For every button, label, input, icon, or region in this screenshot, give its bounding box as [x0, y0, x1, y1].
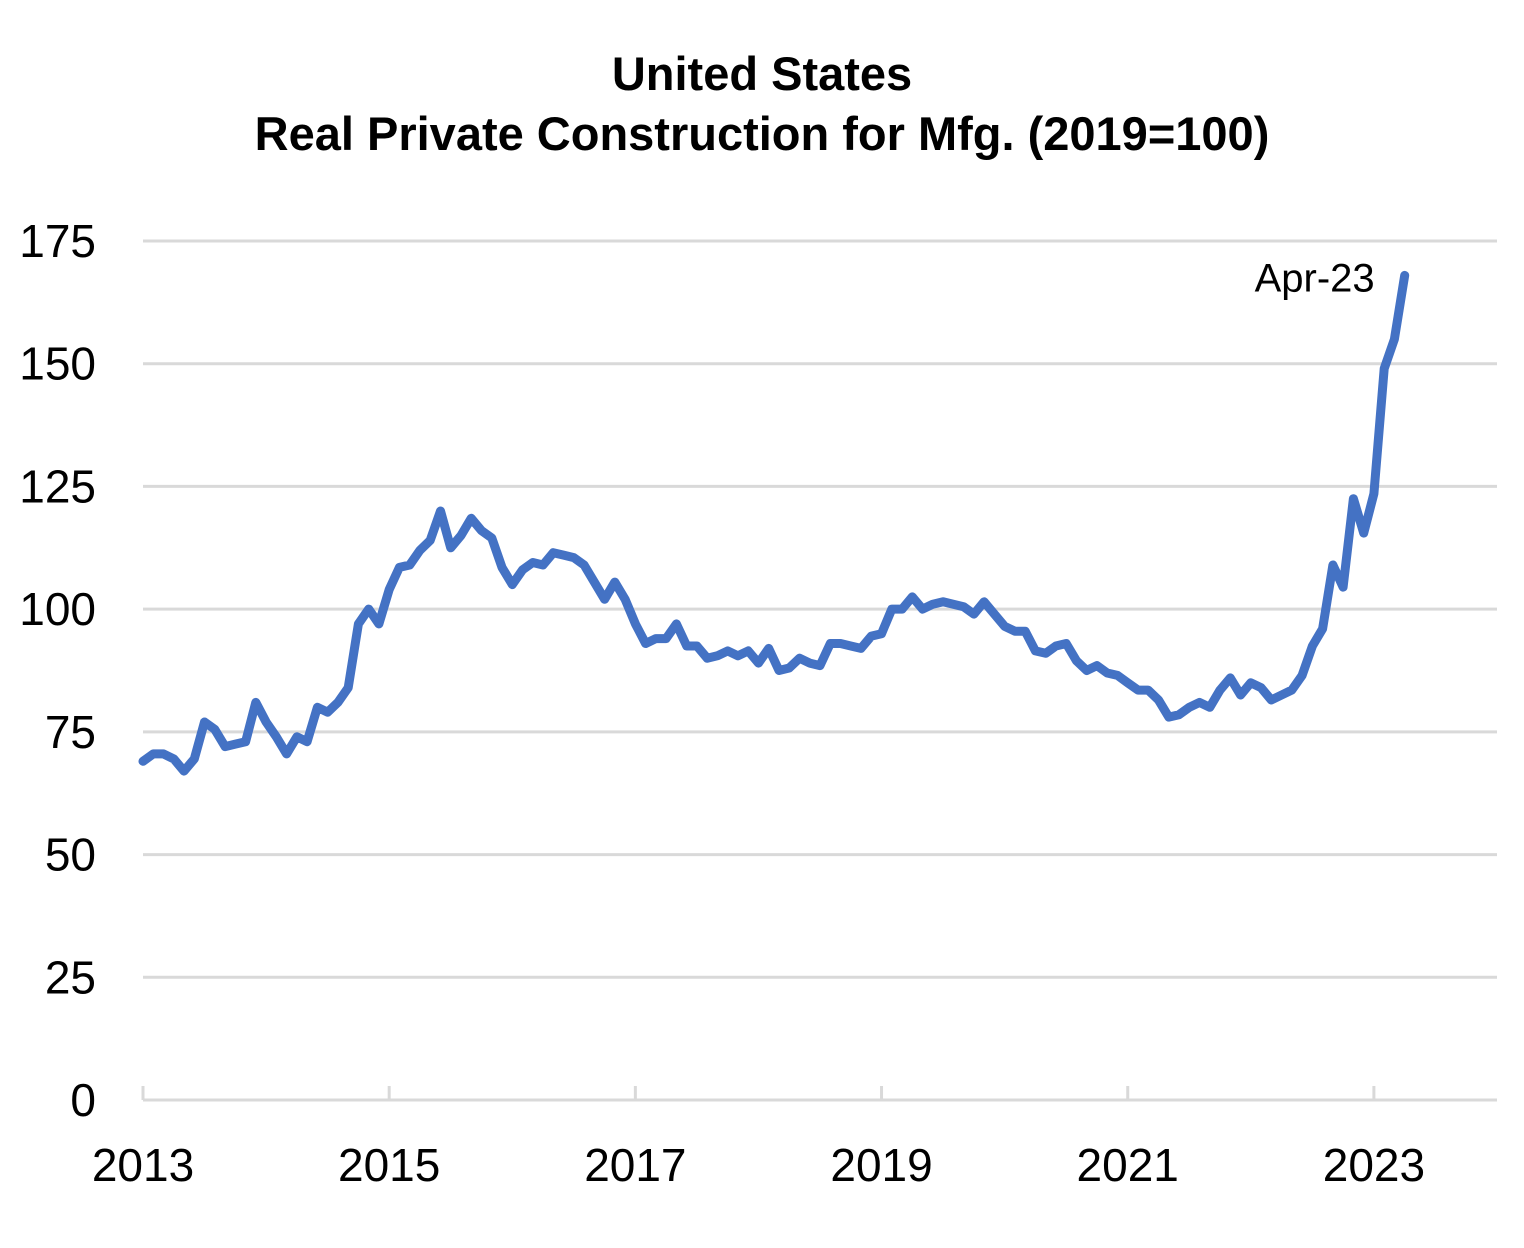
y-tick-label-100: 100 [19, 583, 96, 635]
y-tick-label-50: 50 [45, 829, 96, 881]
y-tick-label-0: 0 [70, 1074, 96, 1126]
annotations: Apr-23 [1255, 256, 1375, 300]
x-tick-label-2017: 2017 [584, 1139, 686, 1191]
series-line-0 [138, 270, 1410, 776]
chart-title-line-1: United States [611, 47, 913, 100]
y-tick-label-75: 75 [45, 706, 96, 758]
x-tick-label-2013: 2013 [92, 1139, 194, 1191]
y-axis-tick-labels: 0 25 50 75 100 125 150 175 [19, 215, 96, 1126]
x-axis [141, 1086, 1497, 1102]
x-tick-label-2021: 2021 [1077, 1139, 1179, 1191]
x-tick-label-2019: 2019 [830, 1139, 932, 1191]
x-axis-tick-labels: 2013 2015 2017 2019 2021 2023 [92, 1139, 1425, 1191]
y-tick-label-175: 175 [19, 215, 96, 267]
x-tick-label-2023: 2023 [1323, 1139, 1425, 1191]
y-tick-label-25: 25 [45, 951, 96, 1003]
x-tick-label-2015: 2015 [338, 1139, 440, 1191]
chart-title: United States Real Private Construction … [0, 44, 1524, 164]
y-tick-label-125: 125 [19, 460, 96, 512]
chart-title-line-2: Real Private Construction for Mfg. (2019… [254, 107, 1270, 160]
annotation-label: Apr-23 [1255, 256, 1375, 300]
series-layer [138, 270, 1410, 776]
gridlines [143, 239, 1497, 979]
y-tick-label-150: 150 [19, 338, 96, 390]
